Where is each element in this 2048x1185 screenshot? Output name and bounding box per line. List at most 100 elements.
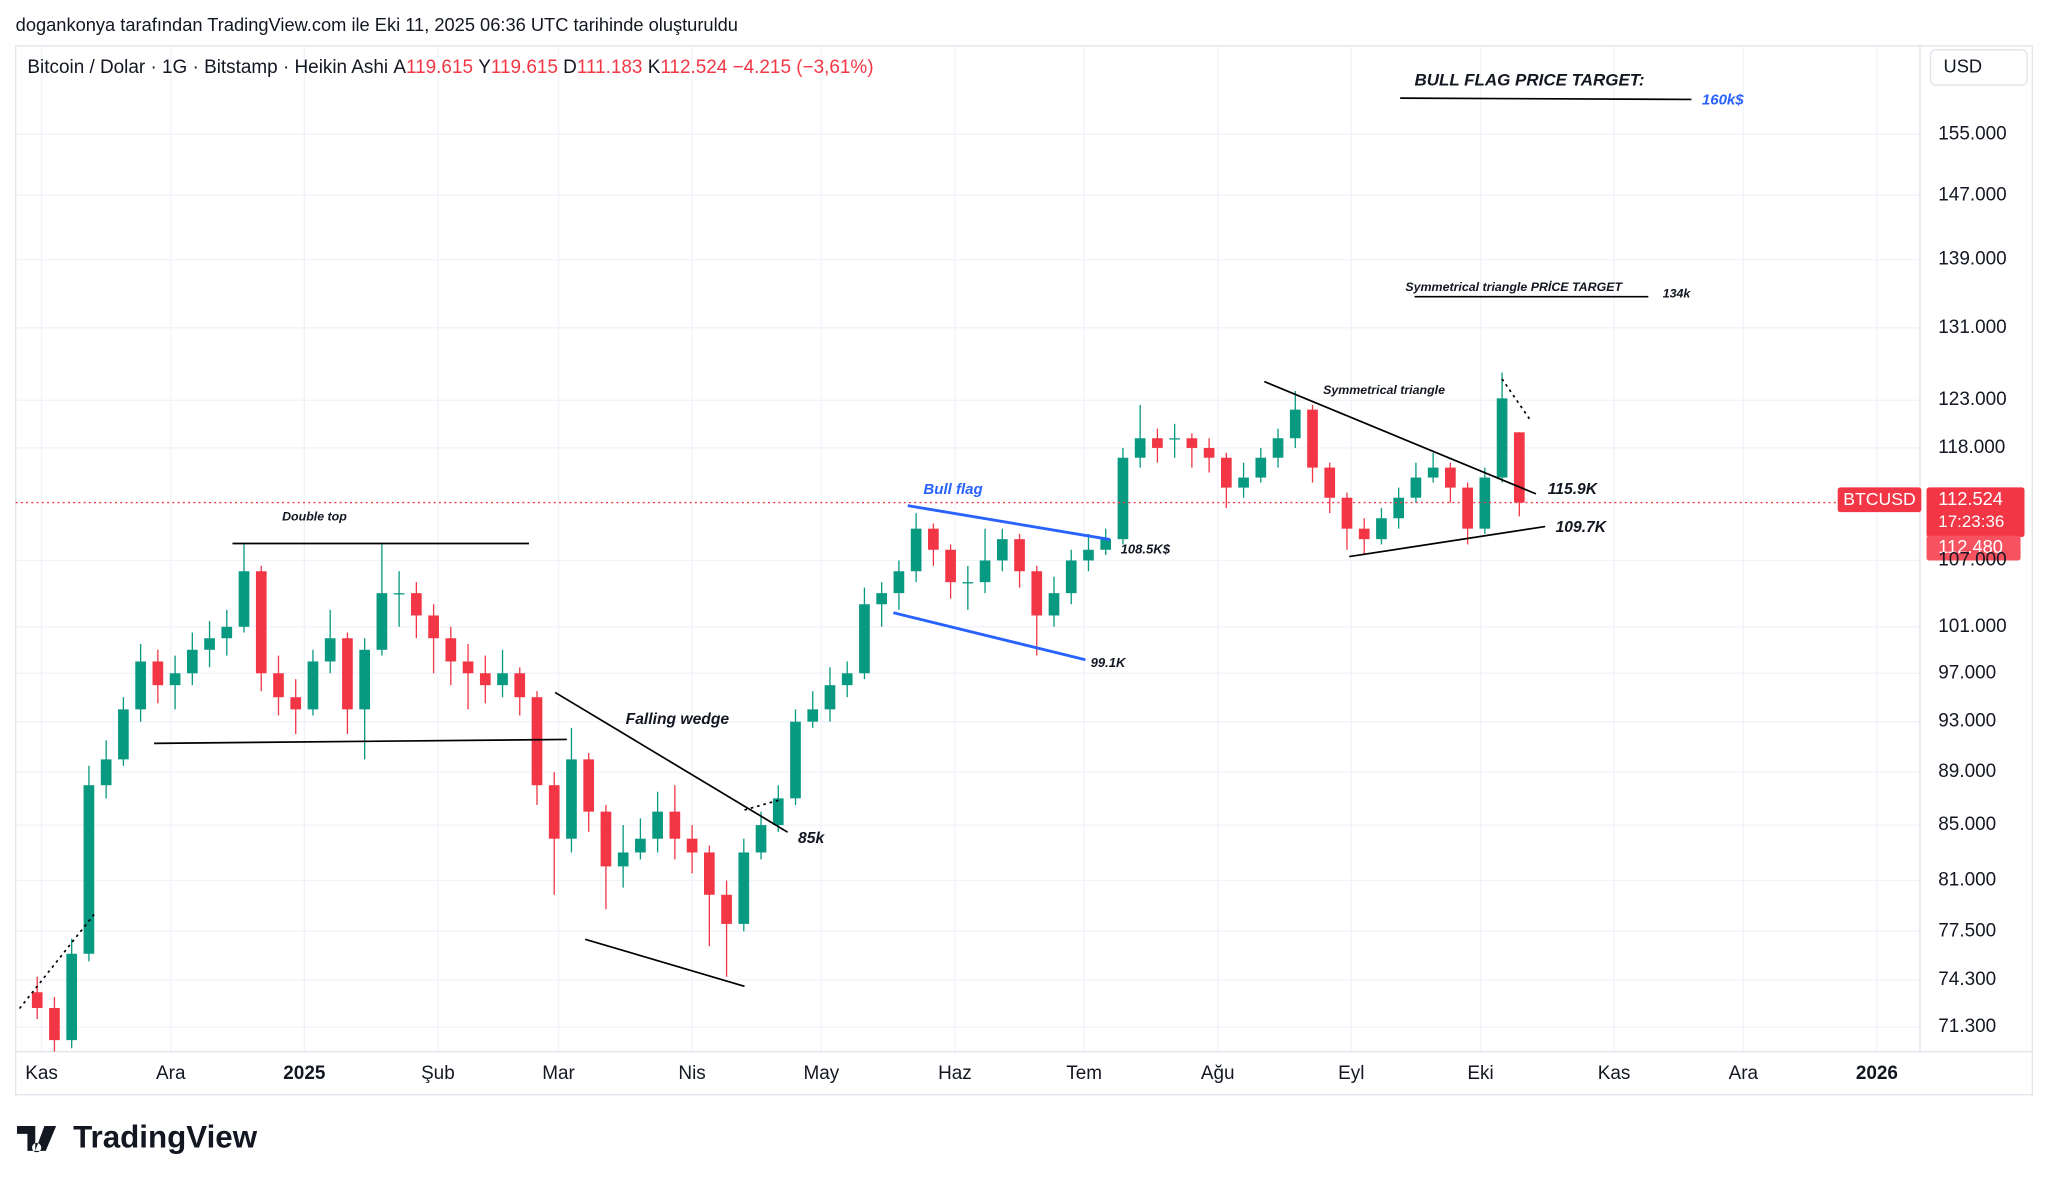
chart-frame: [15, 45, 2033, 1096]
drawings: [18, 97, 1692, 1010]
x-tick-label: Ağu: [1201, 1063, 1235, 1084]
candle-body: [1513, 432, 1525, 503]
candle-body: [635, 838, 646, 853]
y-tick-label: 123.000: [1938, 389, 2006, 410]
candle-body: [1496, 398, 1508, 478]
bid-price: 112.480: [1938, 536, 2003, 557]
candle-body: [548, 785, 560, 839]
candle-body: [600, 811, 612, 867]
candle-body: [152, 661, 164, 686]
symbol-label-bg: [1837, 487, 1922, 513]
candle-body: [996, 539, 1008, 561]
candle-body: [1048, 593, 1060, 616]
candle-body: [652, 811, 663, 839]
target-line: [1400, 97, 1692, 101]
y-tick-label: 139.000: [1938, 249, 2006, 270]
trendline: [554, 691, 789, 833]
ohlc-key: D: [563, 57, 577, 78]
candle-body: [307, 661, 319, 710]
candle-body: [479, 673, 491, 686]
candle-body: [910, 528, 922, 572]
trendline: [154, 738, 567, 745]
trendline: [584, 938, 745, 988]
candle-body: [462, 661, 474, 674]
candle-body: [273, 673, 284, 698]
candle-body: [324, 638, 336, 662]
candle-body: [583, 759, 595, 812]
x-tick-label: Mar: [542, 1063, 575, 1084]
candle-body: [859, 604, 870, 674]
candle-body: [1289, 409, 1301, 439]
x-tick-label: Ara: [1729, 1063, 1759, 1084]
candle-body: [566, 759, 577, 839]
candle-body: [1445, 467, 1456, 488]
annotation: Double top: [282, 510, 347, 524]
candle-body: [755, 825, 767, 853]
candle-body: [807, 709, 819, 722]
y-tick-label: 101.000: [1938, 616, 2006, 637]
candle-body: [1014, 539, 1025, 572]
x-tick-label: Nis: [678, 1063, 705, 1084]
trendline: [907, 504, 1111, 542]
candle-body: [100, 759, 112, 786]
annotation: 109.7K: [1556, 519, 1608, 536]
candle-body: [1272, 438, 1284, 458]
x-tick-label: 2025: [283, 1063, 325, 1084]
symbol-title: Bitcoin / Dolar · 1G · Bitstamp · Heikin…: [27, 57, 388, 78]
candle-body: [1186, 438, 1198, 448]
candle-body: [238, 571, 250, 627]
candles: [31, 372, 1525, 1052]
annotation: 108.5K$: [1121, 542, 1171, 557]
candle-body: [1203, 447, 1215, 458]
x-tick-label: 2026: [1856, 1063, 1898, 1084]
x-tick-label: Haz: [938, 1063, 972, 1084]
y-tick-label: 81.000: [1938, 870, 1996, 891]
y-tick-label: 77.500: [1938, 920, 1996, 941]
currency[interactable]: USD: [1944, 55, 1983, 76]
symbol-header: Bitcoin / Dolar · 1G · Bitstamp · Heikin…: [27, 57, 873, 78]
candle-body: [1324, 467, 1336, 498]
candle-body: [66, 953, 78, 1041]
candle-body: [617, 852, 629, 867]
candle-body: [1358, 528, 1370, 540]
candle-body: [686, 838, 698, 853]
annotation: 115.9K: [1548, 481, 1599, 498]
candle-body: [290, 697, 302, 710]
candle-body: [428, 615, 439, 639]
candle-body: [1031, 571, 1043, 616]
y-tick-label: 74.300: [1938, 969, 1996, 990]
annotation: Symmetrical triangle PRİCE TARGET: [1405, 279, 1623, 294]
annotation: 99.1K: [1091, 655, 1127, 670]
y-tick-label: 118.000: [1938, 437, 2005, 458]
logo: TradingView: [16, 1119, 258, 1154]
y-tick-label: 147.000: [1938, 184, 2006, 205]
ohlc-value: 111.183: [577, 57, 643, 78]
y-tick-label: 89.000: [1938, 761, 1996, 782]
candle-body: [497, 673, 508, 686]
candle-body: [221, 626, 233, 639]
x-tick-label: May: [803, 1063, 839, 1084]
candle-body: [376, 593, 388, 650]
candle-body: [1083, 549, 1094, 561]
candle-body: [928, 528, 939, 550]
annotation: Falling wedge: [626, 711, 730, 728]
candle-body: [772, 798, 784, 826]
candle-body: [514, 673, 526, 698]
candle-body: [1169, 438, 1180, 440]
trendline: [1264, 380, 1537, 495]
currency-button[interactable]: [1929, 49, 2028, 86]
x-tick-label: Kas: [25, 1063, 58, 1084]
price-change: −4.215 (−3,61%): [733, 57, 874, 78]
candle-body: [359, 649, 370, 710]
y-tick-label: 71.300: [1938, 1016, 1996, 1037]
candle-body: [1410, 477, 1422, 498]
candle-body: [703, 852, 715, 895]
ohlc-value: 112.524: [660, 57, 727, 78]
y-tick-label: 85.000: [1938, 814, 1996, 835]
y-tick-label: 131.000: [1938, 317, 2006, 338]
candle-body: [1341, 497, 1353, 529]
candle-body: [1427, 467, 1439, 478]
candle-body: [49, 1007, 60, 1041]
candle-body: [411, 593, 422, 616]
